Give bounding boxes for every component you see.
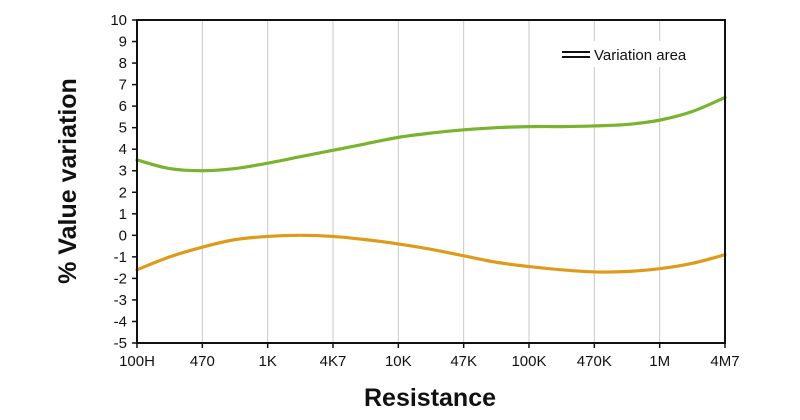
x-axis-title: Resistance: [364, 384, 496, 412]
legend-label: Variation area: [594, 47, 687, 64]
x-tick-label: 1K: [258, 353, 276, 370]
y-tick-label: 9: [119, 34, 127, 51]
legend-box: [555, 41, 708, 67]
y-tick-label: 5: [119, 120, 127, 137]
y-tick-label: 1: [119, 206, 127, 223]
y-tick-label: -2: [114, 270, 127, 287]
y-tick-label: -3: [114, 292, 127, 309]
series-line-upper: [135, 95, 727, 173]
y-tick-label: 0: [119, 227, 127, 244]
x-tick-label: 1M: [649, 353, 670, 370]
x-tick-label: 4K7: [320, 353, 347, 370]
series-line-lower: [135, 233, 727, 274]
y-tick-label: 3: [119, 163, 127, 180]
x-axis: 100H 470 1K 4K7 10K 47K 100K 470K 1M 4M7: [119, 343, 740, 370]
x-tick-label: 100K: [511, 353, 546, 370]
x-tick-label: 4M7: [710, 353, 739, 370]
y-tick-label: 2: [119, 184, 127, 201]
legend: Variation area: [555, 41, 708, 67]
series-layer: [135, 95, 727, 274]
y-tick-label: -4: [114, 313, 127, 330]
grid: [201, 20, 661, 343]
x-tick-label: 100H: [119, 353, 155, 370]
y-tick-label: 4: [119, 141, 127, 158]
x-tick-label: 47K: [450, 353, 477, 370]
x-tick-label: 470K: [577, 353, 612, 370]
y-tick-label: -1: [114, 249, 127, 266]
y-tick-label: 10: [110, 12, 127, 29]
x-tick-label: 10K: [385, 353, 412, 370]
y-tick-label: 6: [119, 98, 127, 115]
y-tick-label: 7: [119, 77, 127, 94]
plot-frame: [136, 19, 726, 344]
y-axis-title: % Value variation: [54, 78, 82, 284]
y-tick-label: -5: [114, 335, 127, 352]
x-tick-label: 470: [190, 353, 215, 370]
y-tick-label: 8: [119, 55, 127, 72]
